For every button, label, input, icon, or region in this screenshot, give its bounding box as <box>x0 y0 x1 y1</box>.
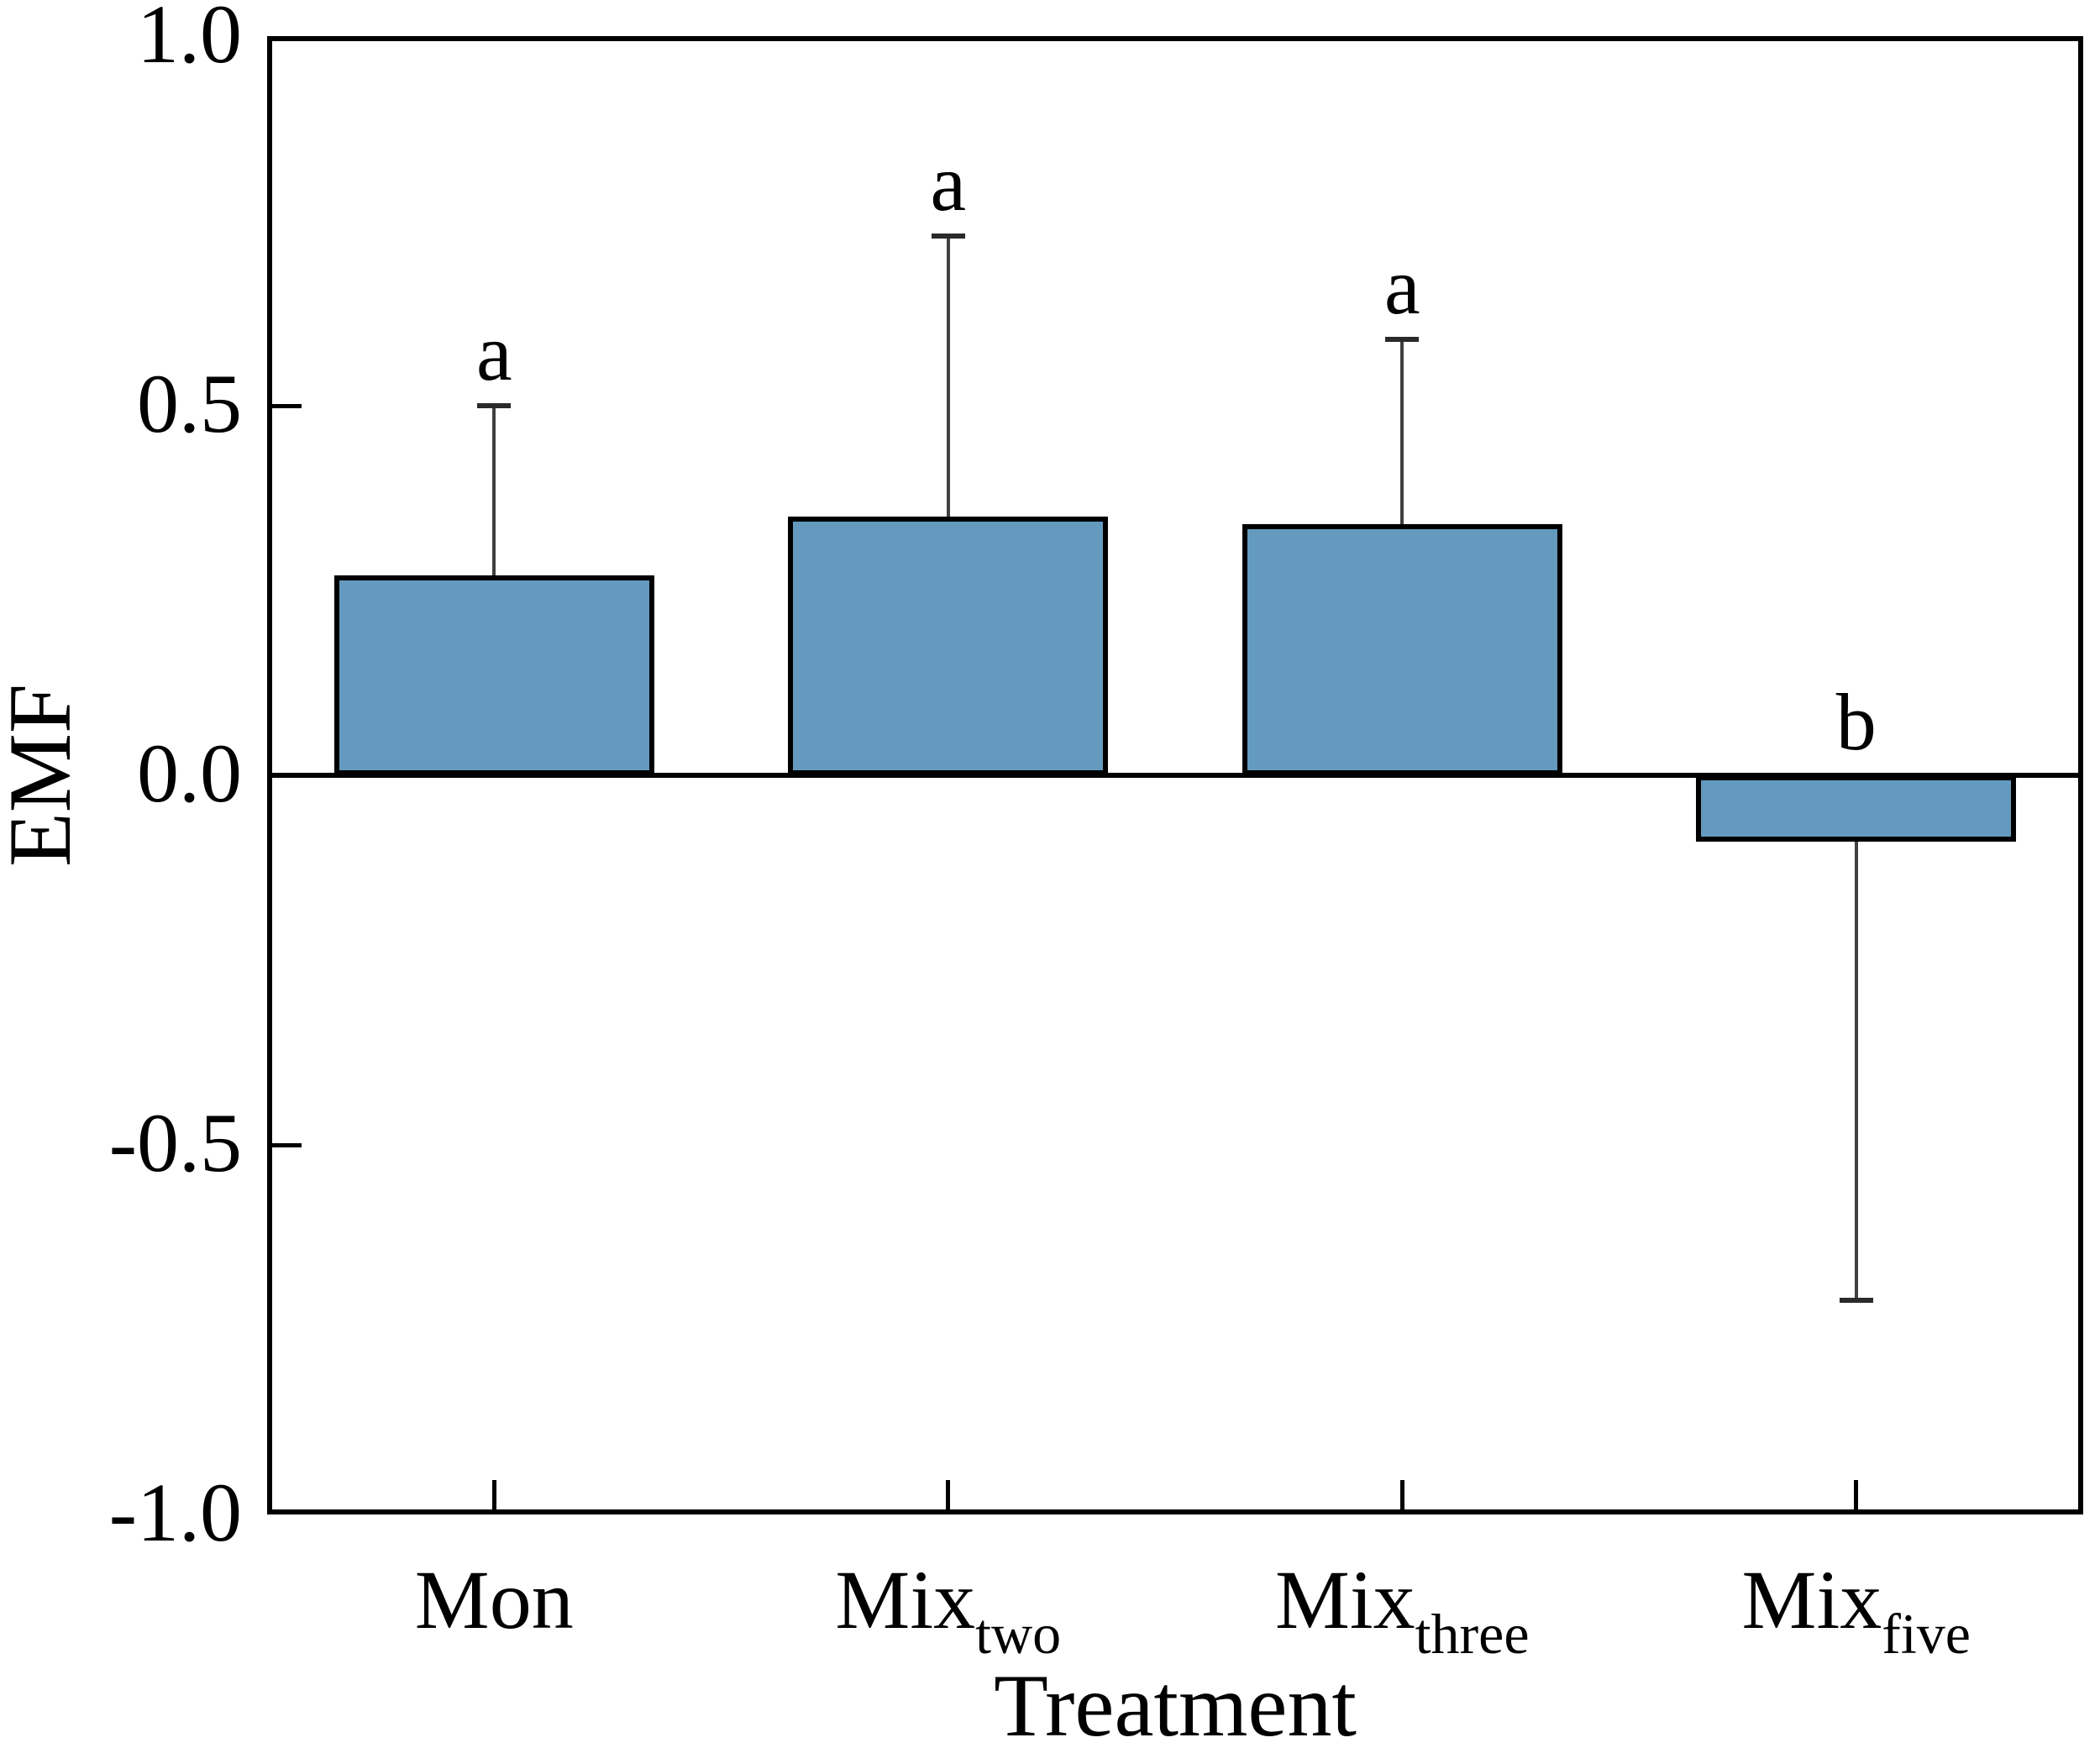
error-bar-line <box>1400 339 1404 524</box>
x-tick-label-Mixfive: Mixfive <box>1742 1558 1971 1663</box>
y-axis-title: EMF <box>0 684 89 867</box>
bar-Mon <box>333 575 654 775</box>
y-tick-label: -0.5 <box>108 1096 242 1189</box>
x-tick-label-subscript: three <box>1415 1602 1530 1666</box>
x-tick-label-main: Mix <box>1274 1553 1415 1646</box>
error-bar-cap <box>931 233 965 239</box>
x-tick-label-subscript: two <box>975 1602 1062 1666</box>
y-tick-label: 0.5 <box>137 357 242 450</box>
x-axis-tick <box>491 1480 496 1509</box>
x-axis-tick <box>1399 1480 1404 1509</box>
y-axis-tick <box>272 404 302 408</box>
y-tick-label: 0.0 <box>137 727 242 820</box>
x-tick-label-Mon: Mon <box>415 1558 574 1642</box>
significance-letter: a <box>1383 241 1420 331</box>
error-bar-cap <box>1839 1297 1873 1303</box>
error-bar-line <box>946 235 950 517</box>
error-bar-line <box>492 406 496 576</box>
x-axis-title: Treatment <box>994 1656 1357 1748</box>
x-tick-label-main: Mon <box>414 1553 574 1646</box>
x-tick-label-Mixthree: Mixthree <box>1275 1558 1530 1663</box>
x-tick-label-main: Mix <box>835 1553 976 1646</box>
error-bar-cap <box>1385 336 1420 342</box>
error-bar-line <box>1854 842 1858 1300</box>
zero-axis-line <box>267 773 2083 778</box>
significance-letter: a <box>930 137 967 228</box>
x-tick-label-subscript: five <box>1882 1602 1971 1666</box>
significance-letter: b <box>1835 677 1877 768</box>
x-tick-label-main: Mix <box>1741 1553 1882 1646</box>
bar-Mixfive <box>1696 775 2017 843</box>
y-axis-tick <box>272 1143 302 1147</box>
bar-Mixtwo <box>788 517 1109 775</box>
y-tick-label: -1.0 <box>108 1466 242 1559</box>
bar-Mixthree <box>1242 523 1562 775</box>
x-axis-tick <box>1854 1480 1859 1509</box>
x-tick-label-Mixtwo: Mixtwo <box>835 1558 1061 1663</box>
x-axis-tick <box>946 1480 951 1509</box>
error-bar-cap <box>477 403 512 408</box>
significance-letter: a <box>475 307 512 398</box>
y-tick-label: 1.0 <box>137 0 242 81</box>
